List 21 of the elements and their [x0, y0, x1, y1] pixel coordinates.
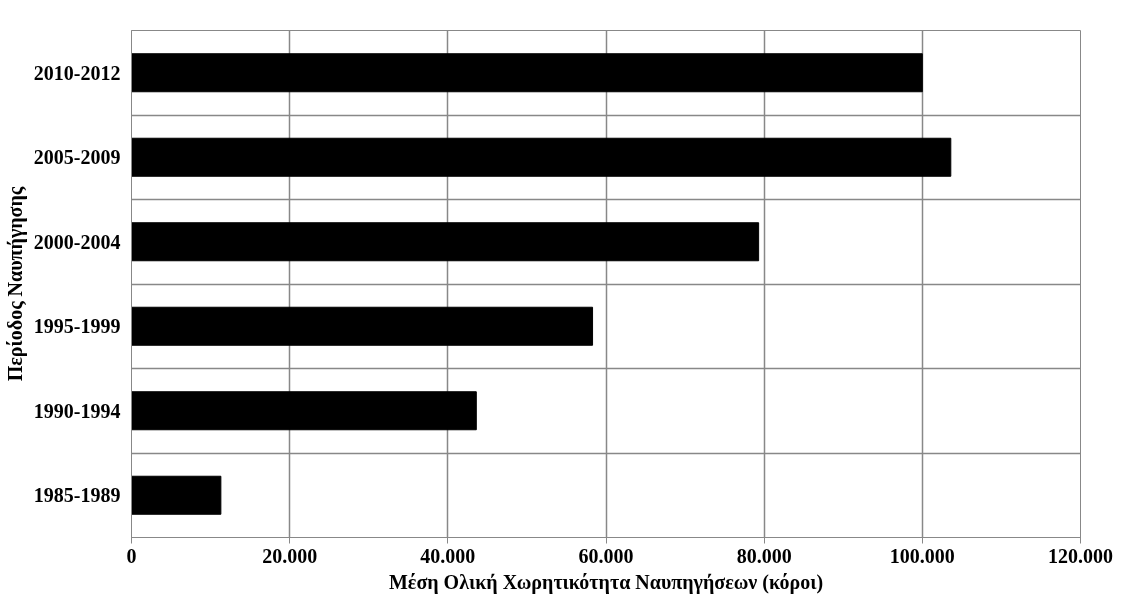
y-tick-label: 2000-2004: [33, 230, 121, 253]
x-tick-label: 40.000: [420, 544, 476, 567]
y-tick-label: 2005-2009: [33, 146, 121, 169]
x-tick-label: 0: [126, 544, 137, 567]
y-tick-label: 1990-1994: [33, 399, 121, 422]
x-tick-label: 120.000: [1048, 544, 1113, 567]
x-tick-label: 60.000: [578, 544, 634, 567]
bar: [131, 222, 760, 262]
y-tick-label: 1985-1989: [33, 484, 121, 507]
bar: [131, 53, 923, 93]
x-tick-label: 20.000: [262, 544, 318, 567]
x-tick-label: 100.000: [889, 544, 955, 567]
y-tick-label: 1995-1999: [33, 315, 121, 338]
bar: [131, 306, 594, 346]
y-tick-label: 2010-2012: [33, 61, 121, 84]
x-axis-title: Μέση Ολική Χωρητικότητα Ναυπηγήσεων (κόροι): [388, 570, 824, 594]
y-axis-title: Περίοδος Ναυπήγησης: [3, 186, 27, 382]
bar: [131, 137, 952, 177]
bar: [131, 391, 477, 431]
bar: [131, 475, 222, 515]
x-tick-label: 80.000: [736, 544, 792, 567]
